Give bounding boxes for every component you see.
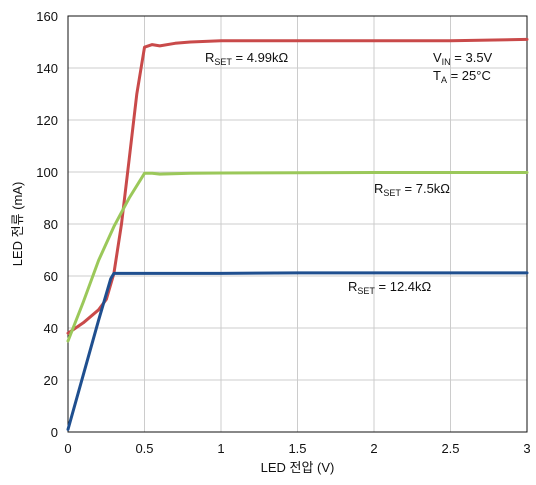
y-tick-label: 100 xyxy=(36,165,58,180)
x-axis-title: LED 전압 (V) xyxy=(261,460,335,475)
y-tick-labels: 0 20 40 60 80 100 120 140 160 xyxy=(36,9,58,440)
annotation-rset-12-4k: RSET = 12.4kΩ xyxy=(348,279,432,296)
annotation-vin: VIN = 3.5V xyxy=(433,50,493,67)
annotation-ta: TA = 25°C xyxy=(433,68,491,85)
x-tick-label: 1.5 xyxy=(288,441,306,456)
annotation-rset-7-5k: RSET = 7.5kΩ xyxy=(374,181,450,198)
series-layer xyxy=(66,37,529,431)
x-tick-label: 1 xyxy=(217,441,224,456)
y-tick-label: 0 xyxy=(51,425,58,440)
y-tick-label: 20 xyxy=(44,373,58,388)
y-tick-label: 160 xyxy=(36,9,58,24)
annotation-rset-4-99k: RSET = 4.99kΩ xyxy=(205,50,289,67)
plot-frame xyxy=(67,15,528,433)
series-line-2 xyxy=(66,171,529,343)
y-tick-label: 60 xyxy=(44,269,58,284)
x-tick-label: 0 xyxy=(64,441,71,456)
y-tick-label: 140 xyxy=(36,61,58,76)
x-tick-labels: 0 0.5 1 1.5 2 2.5 3 xyxy=(64,441,530,456)
y-tick-label: 80 xyxy=(44,217,58,232)
y-tick-label: 40 xyxy=(44,321,58,336)
x-tick-label: 0.5 xyxy=(135,441,153,456)
x-tick-label: 2.5 xyxy=(441,441,459,456)
y-tick-label: 120 xyxy=(36,113,58,128)
x-tick-label: 2 xyxy=(370,441,377,456)
x-tick-label: 3 xyxy=(523,441,530,456)
y-axis-title: LED 전류 (mA) xyxy=(10,182,25,267)
series-line-3 xyxy=(66,271,529,431)
